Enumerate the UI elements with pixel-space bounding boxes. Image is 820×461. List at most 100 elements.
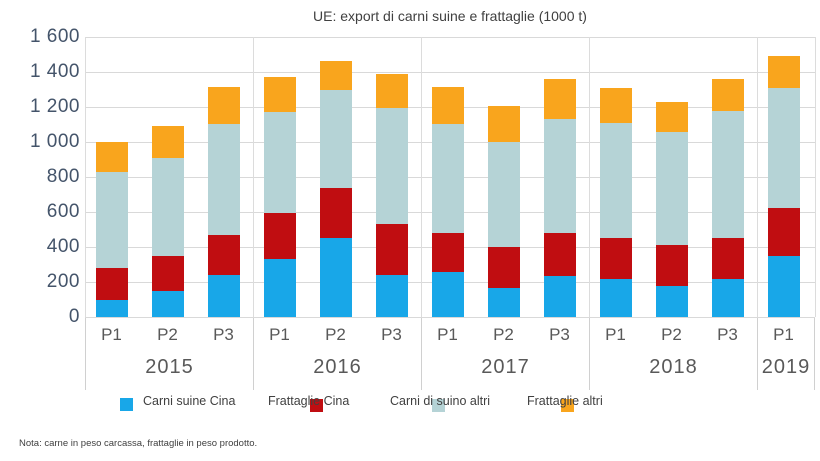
- bar-segment: [151, 255, 184, 291]
- bar-segment: [319, 188, 352, 239]
- bar-segment: [263, 112, 296, 213]
- gridline: [85, 317, 815, 318]
- x-period-label: P2: [157, 325, 178, 344]
- bar-segment: [207, 275, 240, 317]
- bar-2016-P1: [263, 37, 296, 317]
- gridline: [85, 37, 815, 38]
- y-tick-label: 400: [46, 236, 80, 257]
- bar-segment: [487, 106, 520, 142]
- bar-segment: [431, 86, 464, 124]
- bar-segment: [487, 142, 520, 247]
- y-axis: 0 200 400 600 800 1 000 1 200 1 400 1 600: [0, 0, 80, 340]
- x-period-label: P2: [493, 325, 514, 344]
- legend-item: Carni di suino altri: [390, 392, 491, 412]
- legend-swatch-frattaglie-altri: [561, 399, 574, 412]
- legend-label: Frattaglie Cina: [268, 394, 350, 408]
- bar-segment: [319, 60, 352, 91]
- bar-segment: [375, 107, 408, 225]
- year-group-2015: 2015: [85, 318, 253, 390]
- legend-swatch-carni-suine-cina: [120, 398, 133, 411]
- year-boundary-gridline: [85, 37, 86, 317]
- bar-segment: [431, 123, 464, 233]
- bar-segment: [487, 247, 520, 289]
- bar-segment: [375, 73, 408, 108]
- bar-segment: [655, 285, 688, 317]
- bar-2017-P1: [431, 37, 464, 317]
- y-tick-label: 1 000: [29, 131, 80, 152]
- bar-segment: [319, 90, 352, 189]
- bar-segment: [431, 272, 464, 317]
- bar-segment: [263, 212, 296, 260]
- bar-segment: [151, 157, 184, 256]
- x-period-label: P1: [269, 325, 290, 344]
- bar-segment: [711, 238, 744, 280]
- y-tick-label: 1 200: [29, 96, 80, 117]
- bar-2018-P1: [599, 37, 632, 317]
- x-axis-band: P1 P2 P3 P1 P2 P3 P1 P2 P3 P1 P2 P3 P1 2015 2016 2017 20…: [85, 318, 815, 390]
- bar-segment: [151, 290, 184, 317]
- year-label: 2016: [313, 356, 362, 378]
- year-boundary-gridline: [757, 37, 758, 317]
- x-period-label: P3: [717, 325, 738, 344]
- bar-segment: [655, 245, 688, 286]
- year-label: 2017: [481, 356, 530, 378]
- bar-2015-P1: [95, 37, 128, 317]
- bar-2017-P3: [543, 37, 576, 317]
- bar-segment: [599, 87, 632, 123]
- year-label: 2018: [649, 356, 698, 378]
- x-period-label: P2: [661, 325, 682, 344]
- bar-segment: [543, 119, 576, 233]
- x-period-label: P1: [101, 325, 122, 344]
- bar-segment: [95, 299, 128, 317]
- y-tick-label: 1 400: [29, 61, 80, 82]
- x-period-label: P2: [325, 325, 346, 344]
- bar-2015-P2: [151, 37, 184, 317]
- bar-segment: [263, 259, 296, 317]
- legend-item: Frattaglie altri: [527, 392, 603, 412]
- year-boundary-gridline: [589, 37, 590, 317]
- year-group-2016: 2016: [253, 318, 421, 390]
- bar-segment: [543, 275, 576, 317]
- year-boundary-gridline: [815, 37, 816, 317]
- x-period-label: P1: [773, 325, 794, 344]
- bar-segment: [767, 87, 800, 208]
- legend-label: Carni di suino altri: [390, 394, 491, 408]
- y-tick-label: 600: [46, 201, 80, 222]
- legend-swatch-carni-di-suino-altri: [432, 399, 445, 412]
- year-boundary-gridline: [253, 37, 254, 317]
- bar-segment: [599, 122, 632, 239]
- bar-segment: [543, 79, 576, 120]
- x-period-label: P3: [549, 325, 570, 344]
- year-label: 2015: [145, 356, 194, 378]
- bar-segment: [599, 279, 632, 317]
- bar-segment: [711, 79, 744, 111]
- bar-2015-P3: [207, 37, 240, 317]
- year-group-2018: 2018: [589, 318, 757, 390]
- bar-segment: [767, 255, 800, 317]
- bar-2016-P3: [375, 37, 408, 317]
- bar-2016-P2: [319, 37, 352, 317]
- legend-swatch-frattaglie-cina: [310, 399, 323, 412]
- legend-item: Frattaglie Cina: [268, 392, 350, 412]
- bar-2017-P2: [487, 37, 520, 317]
- x-period-label: P1: [437, 325, 458, 344]
- bar-segment: [95, 268, 128, 300]
- gridline: [85, 72, 815, 73]
- year-label: 2019: [761, 356, 811, 378]
- legend-label: Frattaglie altri: [527, 394, 603, 408]
- bar-segment: [151, 126, 184, 158]
- y-tick-label: 0: [68, 306, 80, 327]
- bar-segment: [599, 238, 632, 280]
- year-boundary-gridline: [421, 37, 422, 317]
- bar-segment: [711, 279, 744, 317]
- legend-label: Carni suine Cina: [143, 394, 236, 408]
- bar-segment: [375, 224, 408, 275]
- x-period-label: P3: [213, 325, 234, 344]
- bar-segment: [263, 77, 296, 113]
- bar-2019-P1: [767, 37, 800, 317]
- bar-segment: [207, 86, 240, 124]
- bar-segment: [375, 275, 408, 317]
- bar-segment: [95, 142, 128, 172]
- y-tick-label: 1 600: [29, 26, 80, 47]
